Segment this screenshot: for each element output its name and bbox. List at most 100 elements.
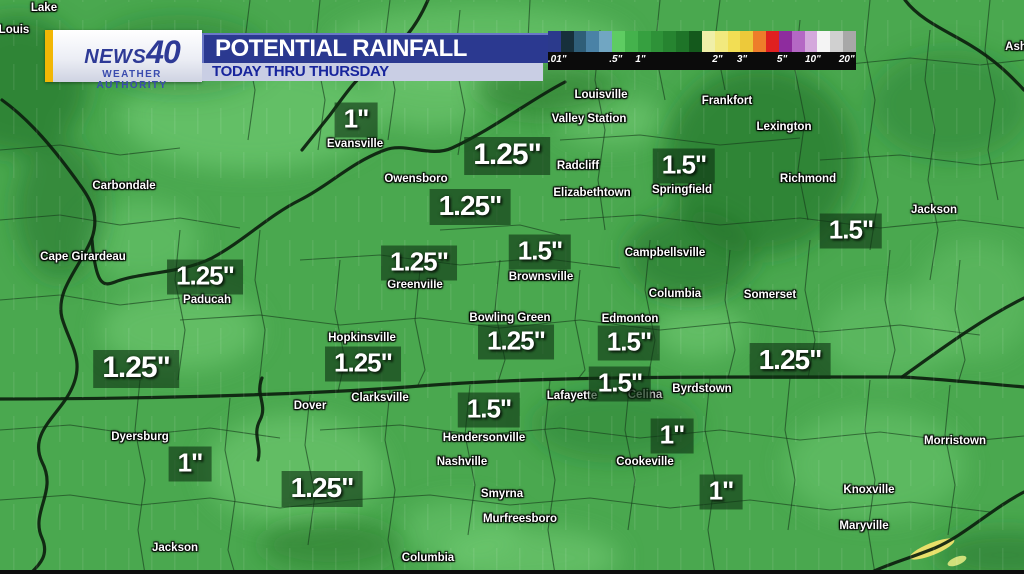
city-label: Evansville	[326, 138, 384, 150]
color-scale-swatches	[548, 31, 856, 52]
rainfall-amount-label: 1"	[699, 474, 743, 510]
station-number: 40	[146, 34, 181, 70]
logo-text: NEWS40 WEATHER AUTHORITY	[67, 34, 197, 91]
color-scale-ticks: .01" .5" 1" 2" 3" 5" 10" 20"	[548, 52, 856, 70]
rainfall-amount-label: 1.25"	[93, 350, 179, 388]
city-label: Columbia	[401, 552, 455, 564]
color-scale-swatch	[766, 31, 779, 52]
color-scale-tick: .5"	[609, 54, 623, 65]
city-label: Knoxville	[843, 484, 895, 496]
color-scale-swatch	[624, 31, 638, 52]
color-scale-swatch	[843, 31, 856, 52]
color-scale-swatch	[676, 31, 690, 52]
color-scale-tick: 5"	[776, 54, 788, 65]
color-scale-swatch	[817, 31, 831, 52]
color-scale-tick: .01"	[547, 54, 567, 65]
city-label: Lafayette	[546, 390, 598, 402]
rainfall-amount-label: 1"	[168, 446, 212, 482]
city-label: Morristown	[924, 435, 986, 447]
city-label: Lexington	[756, 121, 812, 133]
color-scale-swatch	[586, 31, 600, 52]
rainfall-amount-label: 1.25"	[429, 189, 511, 225]
city-label: Cape Girardeau	[40, 251, 126, 263]
rainfall-amount-label: 1.25"	[167, 259, 243, 295]
city-label: Frankfort	[701, 95, 753, 107]
color-scale-tick: 2"	[712, 54, 723, 65]
city-label: Maryville	[839, 520, 889, 532]
color-scale-swatch	[727, 31, 741, 52]
color-scale-swatch	[714, 31, 728, 52]
city-label: Brownsville	[508, 271, 574, 283]
rainfall-amount-label: 1.25"	[325, 346, 401, 382]
rainfall-amount-label: 1"	[334, 102, 378, 138]
city-label: Nashville	[436, 456, 488, 468]
city-label: Jackson	[910, 204, 958, 216]
bottom-letterbox-strip	[0, 570, 1024, 574]
mississippi-river-upper	[0, 98, 97, 240]
station-logo: NEWS40 WEATHER AUTHORITY	[45, 30, 202, 91]
city-label: Columbia	[648, 288, 702, 300]
color-scale-swatch	[650, 31, 664, 52]
rainfall-amount-label: 1.25"	[749, 343, 831, 379]
city-label: Hendersonville	[442, 432, 526, 444]
city-label: Hopkinsville	[328, 332, 396, 344]
city-label: Radcliff	[556, 160, 600, 172]
city-label: Lake	[30, 2, 58, 14]
station-tagline: WEATHER AUTHORITY	[96, 69, 168, 91]
city-label: Campbellsville	[624, 247, 706, 259]
city-label: Louis	[0, 24, 30, 36]
rainfall-amount-label: 1.25"	[464, 137, 550, 175]
city-label: Dyersburg	[111, 431, 169, 443]
mississippi-river-lower	[28, 236, 94, 574]
color-scale-swatch	[753, 31, 767, 52]
rainfall-amount-label: 1.5"	[457, 392, 521, 428]
color-scale-swatch	[804, 31, 818, 52]
color-scale-swatch	[637, 31, 651, 52]
rainfall-amount-label: 1.5"	[652, 148, 716, 184]
rainfall-amount-label: 1.25"	[281, 471, 363, 507]
color-scale-swatch	[573, 31, 587, 52]
color-scale-swatch	[778, 31, 792, 52]
tn-va-border	[900, 375, 1024, 389]
page-subtitle: TODAY THRU THURSDAY	[212, 63, 389, 80]
color-scale-swatch	[740, 31, 754, 52]
color-scale-swatch	[663, 31, 677, 52]
rainfall-color-scale: .01" .5" 1" 2" 3" 5" 10" 20"	[548, 31, 856, 70]
rainfall-amount-label: 1.5"	[588, 366, 652, 402]
color-scale-swatch	[548, 31, 561, 52]
city-label: Bowling Green	[469, 312, 551, 324]
color-scale-swatch	[689, 31, 702, 52]
color-scale-tick: 10"	[804, 54, 821, 65]
color-scale-swatch	[701, 31, 715, 52]
color-scale-tick: 20"	[838, 54, 855, 65]
color-scale-swatch	[599, 31, 613, 52]
city-label: Paducah	[183, 294, 231, 306]
city-label: Cookeville	[616, 456, 674, 468]
city-label: Springfield	[651, 184, 713, 196]
color-scale-tick: 3"	[736, 54, 748, 65]
rainfall-amount-label: 1.25"	[478, 324, 554, 360]
city-label: Richmond	[779, 173, 837, 185]
logo-accent-stripe	[45, 30, 53, 82]
city-label: Dover	[293, 400, 327, 412]
color-scale-swatch	[560, 31, 574, 52]
city-label: Somerset	[743, 289, 797, 301]
title-banner: POTENTIAL RAINFALL	[202, 33, 548, 63]
city-label: Edmonton	[601, 313, 659, 325]
tn-nc-border	[866, 490, 1024, 574]
city-label: Byrdstown	[672, 383, 732, 395]
color-scale-tick: 1"	[635, 54, 646, 65]
ky-tn-border	[0, 375, 904, 401]
color-scale-swatch	[612, 31, 625, 52]
rainfall-amount-label: 1.5"	[819, 213, 883, 249]
ky-va-border	[900, 296, 1024, 379]
ohio-river	[90, 80, 567, 286]
city-label: Smyrna	[480, 488, 524, 500]
city-label: Valley Station	[551, 113, 627, 125]
page-title: POTENTIAL RAINFALL	[215, 35, 467, 62]
rainfall-amount-label: 1.5"	[508, 234, 572, 270]
rainfall-amount-label: 1.5"	[597, 325, 661, 361]
cumberland-river	[255, 376, 265, 462]
